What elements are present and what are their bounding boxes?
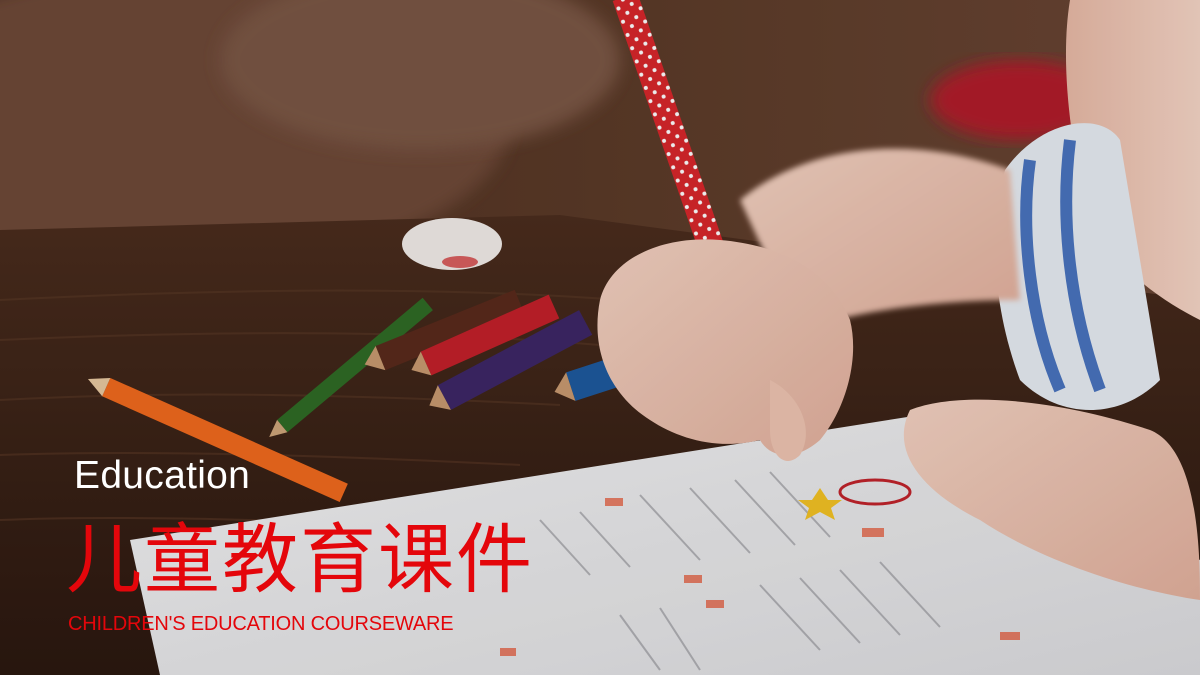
hand-icon (597, 239, 854, 461)
star-doodle-icon (798, 478, 912, 520)
child-icon (995, 0, 1200, 410)
page-title: 儿童教育课件 (66, 515, 534, 604)
eyebrow-text: Education (74, 454, 251, 497)
eraser-icon (402, 218, 502, 270)
page-subtitle: CHILDREN'S EDUCATION COURSEWARE (68, 613, 454, 635)
